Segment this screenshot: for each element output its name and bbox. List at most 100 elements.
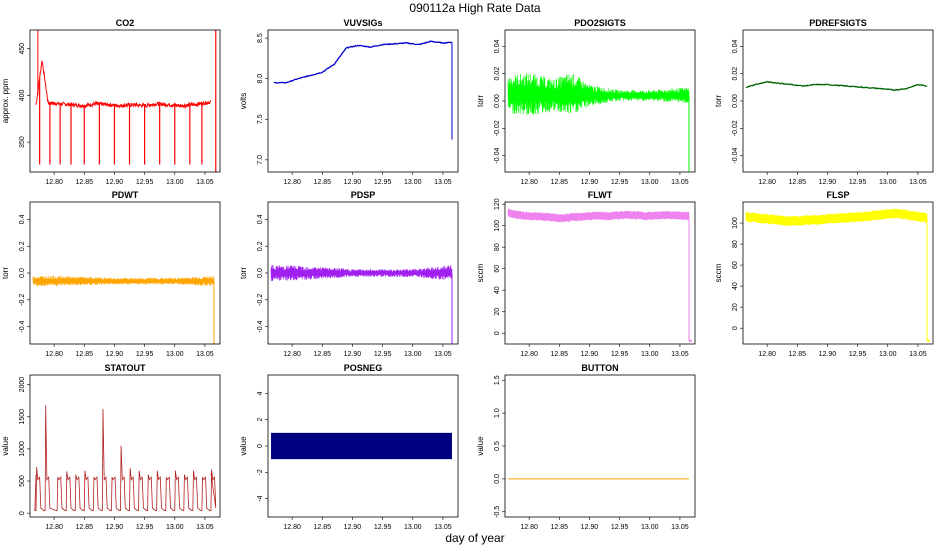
y-tick-label: 4 bbox=[257, 391, 264, 395]
x-tick-label: 12.95 bbox=[136, 351, 154, 358]
panel-title: STATOUT bbox=[105, 363, 146, 373]
x-tick-label: 12.90 bbox=[106, 179, 124, 186]
data-band bbox=[745, 208, 928, 227]
x-tick-label: 13.00 bbox=[879, 351, 897, 358]
panel-title: PDWT bbox=[112, 190, 139, 200]
x-tick-label: 13.05 bbox=[909, 351, 927, 358]
data-layer bbox=[745, 80, 928, 92]
panel-flsp: FLSP sccm 12.80 12.85 12.90 12.95 13.00 13.05 0 2… bbox=[714, 190, 934, 358]
x-tick-label: 12.80 bbox=[283, 179, 301, 186]
y-axis-label: volts bbox=[239, 93, 248, 109]
y-tick-label: -0.4 bbox=[257, 320, 264, 332]
y-tick-label: -0.5 bbox=[494, 506, 501, 518]
y-tick-label: 0 bbox=[257, 444, 264, 448]
x-tick-label: 12.80 bbox=[45, 524, 63, 531]
x-tick-label: 13.05 bbox=[909, 179, 927, 186]
x-tick-label: 12.95 bbox=[374, 179, 392, 186]
data-layer bbox=[35, 30, 217, 172]
x-tick-label: 12.80 bbox=[283, 351, 301, 358]
panel-flwt: FLWT sccm 12.80 12.85 12.90 12.95 13.00 13.05 0 2… bbox=[476, 190, 696, 358]
x-tick-label: 13.00 bbox=[641, 179, 659, 186]
x-tick-label: 12.95 bbox=[849, 351, 867, 358]
panel-title: VUVSIGs bbox=[343, 18, 382, 28]
x-tick-label: 12.85 bbox=[789, 351, 807, 358]
data-line bbox=[507, 73, 690, 115]
y-tick-label: 500 bbox=[19, 475, 26, 487]
x-tick-label: 12.95 bbox=[374, 524, 392, 531]
y-tick-label: 120 bbox=[494, 198, 501, 210]
x-tick-label: 12.90 bbox=[344, 351, 362, 358]
panel-title: CO2 bbox=[116, 18, 135, 28]
y-tick-label: -0.04 bbox=[732, 148, 739, 164]
x-tick-label: 13.00 bbox=[641, 524, 659, 531]
x-tick-label: 12.95 bbox=[611, 351, 629, 358]
panel-title: BUTTON bbox=[581, 363, 618, 373]
data-layer bbox=[745, 208, 930, 342]
y-tick-label: -2 bbox=[257, 469, 264, 475]
x-tick-label: 13.00 bbox=[404, 179, 422, 186]
panel-co2: CO2 approx. ppm 12.80 12.85 12.90 12.95 13.00 1… bbox=[1, 18, 221, 186]
y-tick-label: 80 bbox=[732, 240, 739, 248]
x-tick-label: 13.05 bbox=[196, 351, 214, 358]
panel-frame bbox=[742, 201, 934, 345]
data-line bbox=[745, 80, 928, 92]
panel-title: PDO2SIGTS bbox=[574, 18, 626, 28]
panel-frame bbox=[29, 29, 221, 173]
x-tick-label: 13.00 bbox=[879, 179, 897, 186]
x-tick-label: 12.90 bbox=[344, 179, 362, 186]
y-tick-label: 0.2 bbox=[257, 241, 264, 251]
y-tick-label: 60 bbox=[732, 261, 739, 269]
data-line bbox=[34, 405, 217, 511]
y-tick-label: 0.0 bbox=[257, 268, 264, 278]
panel-posneg: POSNEG value 12.80 12.85 12.90 12.95 13.00 13.0… bbox=[239, 363, 459, 531]
x-tick-label: 12.85 bbox=[551, 351, 569, 358]
y-tick-label: -0.02 bbox=[494, 120, 501, 136]
x-tick-label: 13.05 bbox=[434, 351, 452, 358]
y-tick-label: 7.5 bbox=[257, 114, 264, 124]
data-layer bbox=[273, 40, 453, 140]
x-tick-label: 12.85 bbox=[76, 179, 94, 186]
x-tick-label: 13.05 bbox=[434, 524, 452, 531]
y-tick-label: 2 bbox=[257, 418, 264, 422]
panel-frame bbox=[29, 374, 221, 518]
panel-frame bbox=[504, 374, 696, 518]
panel-pdo2sigts: PDO2SIGTS torr 12.80 12.85 12.90 12.95 13.00 13… bbox=[476, 18, 696, 186]
y-axis-label: value bbox=[1, 436, 10, 456]
y-tick-label: 0.5 bbox=[494, 441, 501, 451]
y-tick-label: 7.0 bbox=[257, 155, 264, 165]
x-tick-label: 12.80 bbox=[758, 179, 776, 186]
x-tick-label: 12.80 bbox=[45, 351, 63, 358]
y-axis-label: torr bbox=[714, 95, 723, 107]
y-tick-label: 80 bbox=[494, 243, 501, 251]
x-tick-label: 12.90 bbox=[819, 351, 837, 358]
y-axis-label: torr bbox=[239, 267, 248, 279]
y-tick-label: 0.00 bbox=[494, 94, 501, 108]
data-band bbox=[507, 208, 690, 223]
y-tick-label: 400 bbox=[19, 89, 26, 101]
panel-frame bbox=[504, 201, 696, 345]
panel-vuvsigs: VUVSIGs volts 12.80 12.85 12.90 12.95 13.00 13.… bbox=[239, 18, 459, 186]
x-tick-label: 12.80 bbox=[283, 524, 301, 531]
y-tick-label: 2000 bbox=[19, 377, 26, 393]
data-layer bbox=[34, 405, 217, 511]
x-tick-label: 13.00 bbox=[404, 351, 422, 358]
x-tick-label: 13.05 bbox=[434, 179, 452, 186]
y-tick-label: 40 bbox=[494, 286, 501, 294]
panel-title: FLWT bbox=[588, 190, 613, 200]
panel-title: PDSP bbox=[351, 190, 376, 200]
x-tick-label: 12.90 bbox=[819, 179, 837, 186]
x-tick-label: 12.90 bbox=[106, 351, 124, 358]
x-tick-label: 12.95 bbox=[136, 179, 154, 186]
x-tick-label: 12.90 bbox=[344, 524, 362, 531]
x-tick-label: 12.90 bbox=[581, 524, 599, 531]
x-tick-label: 12.85 bbox=[789, 179, 807, 186]
y-tick-label: 450 bbox=[19, 43, 26, 55]
y-tick-label: 0.2 bbox=[19, 241, 26, 251]
x-tick-label: 12.80 bbox=[520, 179, 538, 186]
x-tick-label: 12.85 bbox=[314, 179, 332, 186]
y-tick-label: 60 bbox=[494, 265, 501, 273]
data-layer bbox=[507, 73, 690, 172]
data-line bbox=[32, 275, 215, 287]
x-tick-label: 13.00 bbox=[166, 524, 184, 531]
